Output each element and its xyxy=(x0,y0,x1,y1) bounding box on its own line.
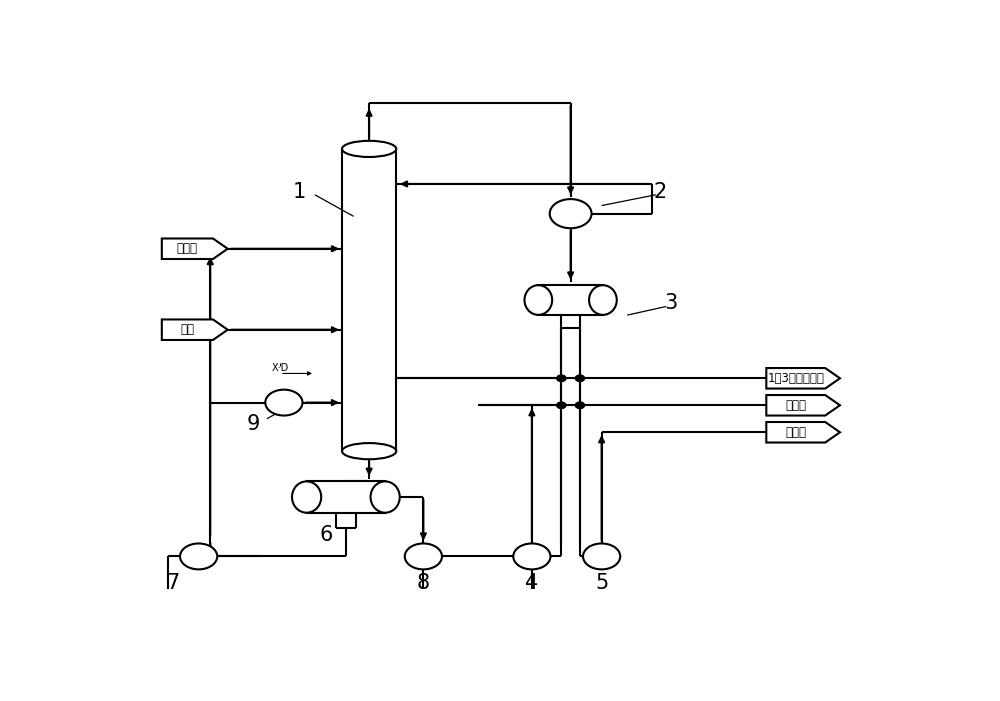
Polygon shape xyxy=(766,395,840,416)
Ellipse shape xyxy=(342,141,396,157)
Text: 6: 6 xyxy=(320,525,333,545)
Ellipse shape xyxy=(589,285,617,315)
Text: 9: 9 xyxy=(246,414,260,434)
Text: 进料: 进料 xyxy=(180,323,194,336)
Circle shape xyxy=(557,375,566,381)
Text: 共沸剂: 共沸剂 xyxy=(785,399,806,411)
Text: 1: 1 xyxy=(293,182,306,202)
Circle shape xyxy=(180,543,217,569)
Text: 7: 7 xyxy=(166,573,180,594)
Text: 环己烯: 环己烯 xyxy=(785,426,806,439)
Polygon shape xyxy=(162,238,228,259)
Bar xyxy=(307,482,385,512)
Circle shape xyxy=(513,543,550,569)
Text: 共沸剂: 共沸剂 xyxy=(177,243,198,255)
Circle shape xyxy=(575,402,585,409)
Polygon shape xyxy=(162,320,228,340)
Circle shape xyxy=(583,543,620,569)
Text: 5: 5 xyxy=(595,573,608,594)
Ellipse shape xyxy=(524,285,552,315)
Ellipse shape xyxy=(342,443,396,459)
Text: 8: 8 xyxy=(417,573,430,594)
Polygon shape xyxy=(766,368,840,388)
Circle shape xyxy=(575,375,585,381)
Text: 2: 2 xyxy=(653,182,666,202)
Ellipse shape xyxy=(292,482,321,512)
Circle shape xyxy=(557,402,566,409)
Circle shape xyxy=(550,199,592,229)
Bar xyxy=(538,285,603,315)
Text: X·D: X·D xyxy=(271,363,289,374)
Ellipse shape xyxy=(371,482,400,512)
Text: 4: 4 xyxy=(525,573,538,594)
Circle shape xyxy=(405,543,442,569)
Circle shape xyxy=(265,390,302,416)
Polygon shape xyxy=(766,422,840,442)
Text: 1，3－环己二烯: 1，3－环己二烯 xyxy=(767,372,824,385)
Text: 3: 3 xyxy=(665,293,678,313)
